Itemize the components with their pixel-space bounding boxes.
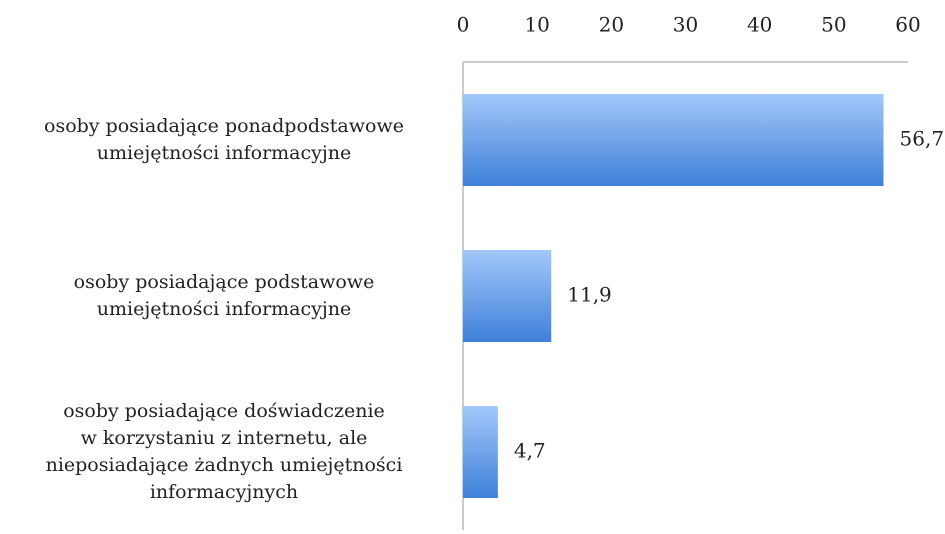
value-label: 56,7 [900, 127, 945, 151]
category-label: osoby posiadające ponadpodstawowe umieję… [44, 115, 404, 164]
x-tick-label: 60 [895, 13, 920, 37]
x-tick-label: 40 [747, 13, 772, 37]
bar [463, 250, 552, 342]
x-tick-label: 50 [821, 13, 846, 37]
category-label: osoby posiadające podstawowe umiejętnośc… [73, 271, 375, 320]
x-tick-label: 20 [599, 13, 624, 37]
x-tick-label: 10 [524, 13, 549, 37]
value-label: 4,7 [514, 439, 546, 463]
bar [463, 94, 884, 186]
x-tick-label: 30 [673, 13, 698, 37]
bar [463, 406, 498, 498]
category-label: osoby posiadające doświadczenie w korzys… [45, 400, 403, 503]
x-tick-label: 0 [457, 13, 470, 37]
value-label: 11,9 [567, 283, 612, 307]
